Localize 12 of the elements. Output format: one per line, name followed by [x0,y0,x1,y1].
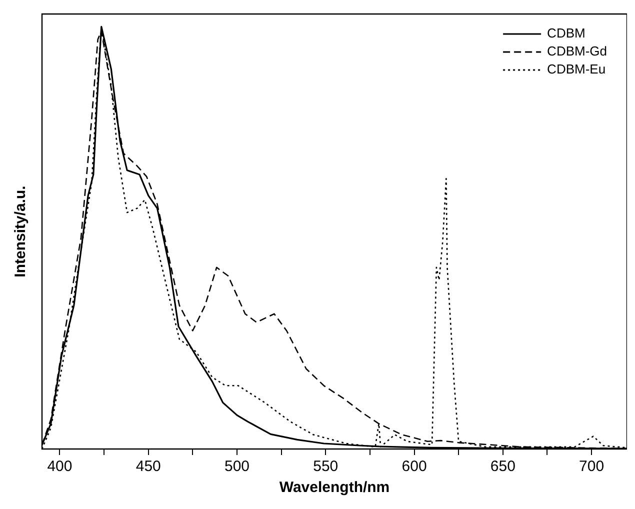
y-axis-title: Intensity/a.u. [12,186,30,278]
legend-label: CDBM-Eu [547,62,606,77]
x-tick-label: 550 [313,458,338,476]
x-tick-label: 600 [402,458,427,476]
x-tick-label: 700 [579,458,604,476]
legend-label: CDBM [547,26,586,41]
x-tick-label: 450 [136,458,161,476]
x-tick-label: 650 [490,458,516,476]
x-tick-label: 500 [224,458,250,476]
x-tick-label: 400 [47,458,72,476]
legend-label: CDBM-Gd [547,44,608,59]
x-axis-title: Wavelength/nm [279,479,390,496]
